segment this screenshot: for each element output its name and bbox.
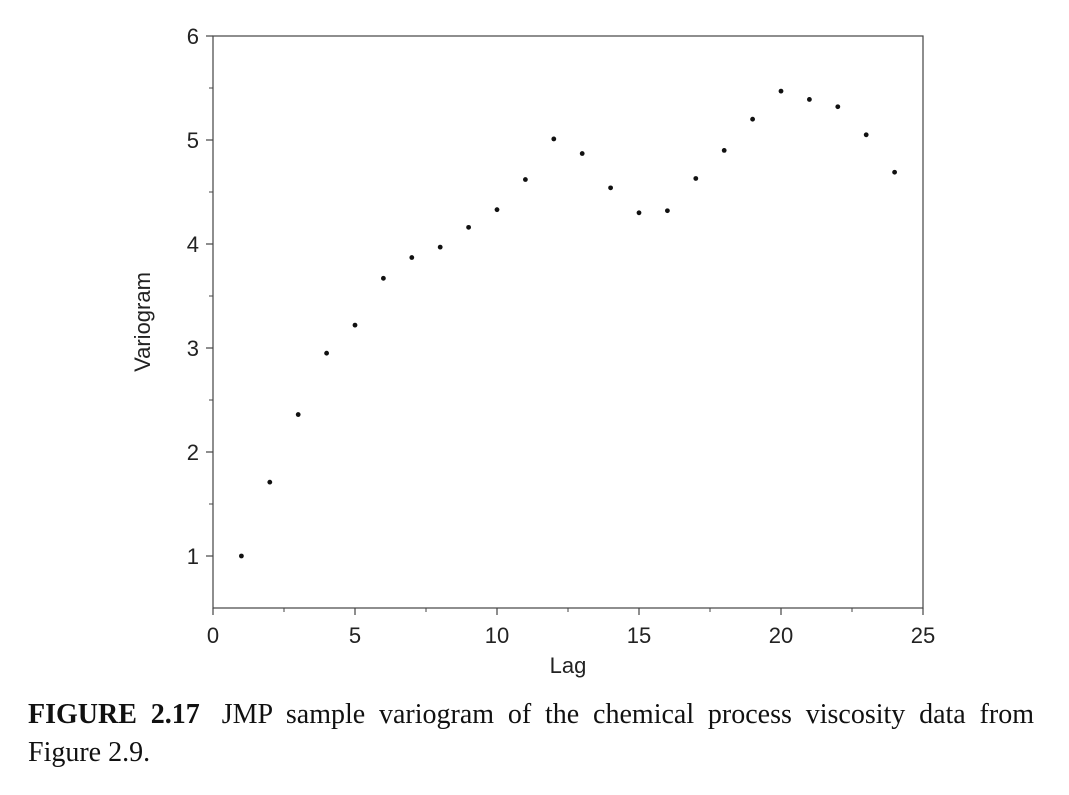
x-tick-label: 15 — [627, 623, 651, 648]
y-tick-label: 6 — [187, 24, 199, 49]
data-point — [381, 275, 386, 281]
plot-border — [212, 35, 924, 609]
data-point — [636, 210, 642, 216]
data-point — [267, 479, 273, 485]
variogram-chart: 0 5 10 15 20 25 1 2 3 4 5 6 Lag Variogram — [130, 24, 935, 678]
y-tick-label: 3 — [187, 336, 199, 361]
data-points — [239, 88, 897, 559]
x-axis-title: Lag — [550, 653, 587, 678]
data-point — [750, 116, 755, 122]
data-point — [409, 255, 415, 260]
data-point — [324, 350, 329, 356]
y-axis-title: Variogram — [130, 272, 155, 372]
y-tick-label: 5 — [187, 128, 199, 153]
data-point — [835, 104, 841, 110]
y-axis: 1 2 3 4 5 6 — [187, 24, 213, 569]
data-point — [551, 136, 557, 142]
data-point — [352, 322, 358, 328]
data-point — [295, 412, 301, 417]
y-tick-label: 2 — [187, 440, 199, 465]
x-tick-label: 0 — [207, 623, 219, 648]
data-point — [239, 553, 244, 559]
data-point — [466, 224, 471, 230]
data-point — [608, 185, 613, 191]
x-tick-label: 25 — [911, 623, 935, 648]
data-point — [665, 208, 670, 214]
x-tick-label: 10 — [485, 623, 509, 648]
data-point — [523, 177, 528, 182]
figure-label: FIGURE 2.17 — [28, 699, 200, 730]
data-point — [807, 97, 812, 102]
data-point — [437, 244, 443, 250]
caption-text: JMP sample variogram of the chemical pro… — [28, 699, 1034, 768]
data-point — [778, 88, 784, 94]
x-tick-label: 5 — [349, 623, 361, 648]
data-point — [721, 148, 727, 153]
data-point — [892, 169, 897, 175]
y-tick-label: 4 — [187, 232, 199, 257]
data-point — [693, 176, 699, 181]
x-tick-label: 20 — [769, 623, 793, 648]
data-point — [494, 207, 500, 213]
data-point — [579, 151, 585, 156]
x-axis: 0 5 10 15 20 25 — [207, 608, 935, 648]
figure-caption: FIGURE 2.17 JMP sample variogram of the c… — [28, 696, 1034, 772]
y-tick-label: 1 — [187, 544, 199, 569]
plot-frame — [212, 35, 924, 609]
data-point — [863, 132, 869, 138]
